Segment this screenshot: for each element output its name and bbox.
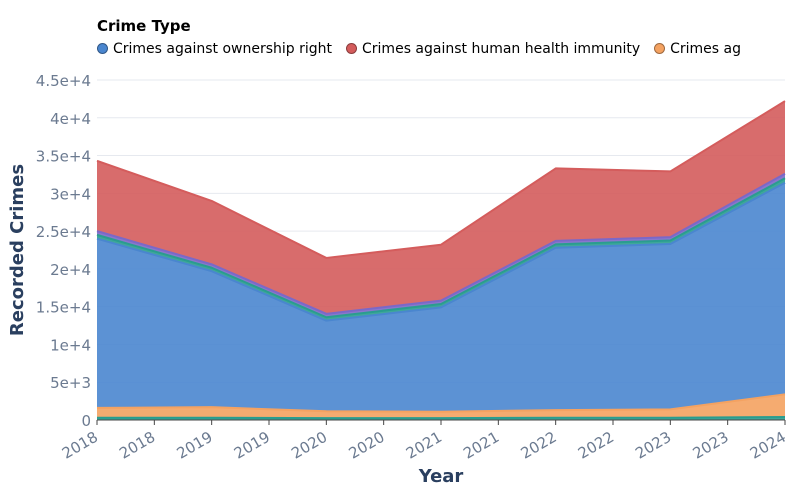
legend-item[interactable]: Crimes against human health immunity bbox=[346, 41, 640, 57]
x-tick-label: 2020 bbox=[346, 428, 388, 463]
y-tick-label: 2e+4 bbox=[50, 261, 91, 279]
area-series-5 bbox=[97, 101, 785, 314]
legend-swatch bbox=[654, 43, 666, 54]
y-axis-label: Recorded Crimes bbox=[7, 164, 28, 336]
y-tick-label: 4e+4 bbox=[50, 110, 91, 128]
x-tick-label: 2021 bbox=[460, 428, 502, 463]
legend: Crimes against ownership right Crimes aga… bbox=[97, 41, 800, 61]
legend-item[interactable]: Crimes ag bbox=[654, 41, 741, 57]
x-tick-label: 2019 bbox=[174, 428, 216, 463]
x-axis-label: Year bbox=[418, 466, 464, 487]
series-line-4 bbox=[96, 172, 786, 315]
x-tick-label: 2018 bbox=[59, 428, 101, 463]
y-tick-label: 5e+3 bbox=[50, 374, 91, 392]
y-tick-label: 2.5e+4 bbox=[36, 223, 91, 241]
legend-title: Crime Type bbox=[97, 17, 191, 35]
series-line-3 bbox=[96, 177, 786, 319]
y-tick-label: 1e+4 bbox=[50, 336, 91, 354]
series-line-1 bbox=[96, 393, 786, 413]
legend-item[interactable]: Crimes against ownership right bbox=[97, 41, 332, 57]
x-tick-label: 2023 bbox=[690, 428, 732, 463]
x-tick-label: 2020 bbox=[288, 428, 330, 463]
legend-swatch bbox=[346, 43, 358, 54]
y-tick-label: 3.5e+4 bbox=[36, 148, 91, 166]
x-tick-label: 2022 bbox=[575, 428, 617, 463]
area-series-2 bbox=[97, 182, 785, 412]
x-tick-label: 2024 bbox=[747, 428, 789, 463]
y-tick-label: 3e+4 bbox=[50, 185, 91, 203]
series-lines bbox=[96, 100, 786, 420]
y-tick-label: 0 bbox=[81, 412, 91, 430]
legend-label: Crimes against ownership right bbox=[113, 41, 333, 57]
y-tick-label: 1.5e+4 bbox=[36, 299, 91, 317]
x-tick-label: 2021 bbox=[403, 428, 445, 463]
y-tick-label: 4.5e+4 bbox=[36, 72, 91, 90]
series-line-0 bbox=[97, 415, 786, 420]
series-line-5 bbox=[96, 100, 786, 259]
x-tick-label: 2022 bbox=[518, 428, 560, 463]
series-line-2 bbox=[96, 181, 786, 322]
x-tick-label: 2019 bbox=[231, 428, 273, 463]
x-tick-label: 2023 bbox=[632, 428, 674, 463]
legend-label: Crimes against human health immunity bbox=[362, 41, 641, 57]
legend-swatch bbox=[97, 43, 108, 54]
legend-label: Crimes ag bbox=[670, 41, 741, 57]
area-series-1 bbox=[97, 394, 785, 419]
x-tick-label: 2018 bbox=[116, 428, 158, 463]
